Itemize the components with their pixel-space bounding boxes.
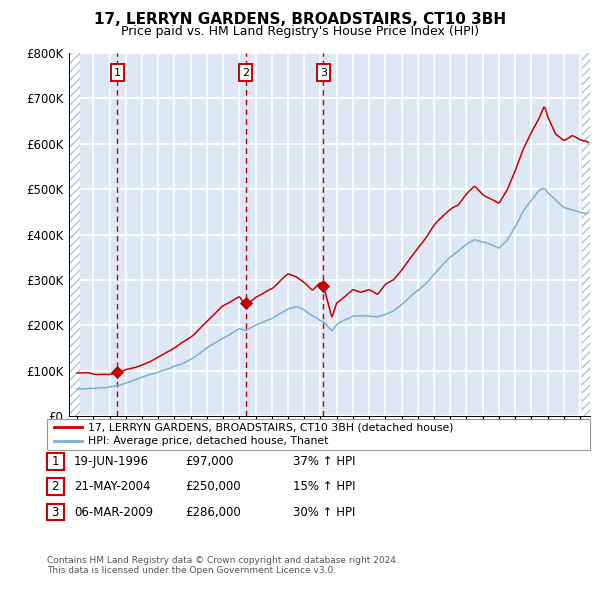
Text: 2: 2 (242, 68, 249, 78)
Bar (581, 53, 590, 416)
Text: Contains HM Land Registry data © Crown copyright and database right 2024.
This d: Contains HM Land Registry data © Crown c… (47, 556, 398, 575)
Text: 3: 3 (320, 68, 327, 78)
Bar (69, 53, 80, 416)
Bar (69, 53, 80, 416)
Text: 21-MAY-2004: 21-MAY-2004 (74, 480, 151, 493)
Text: £250,000: £250,000 (185, 480, 241, 493)
Text: 1: 1 (52, 455, 59, 468)
Text: £97,000: £97,000 (185, 455, 233, 468)
Text: 30% ↑ HPI: 30% ↑ HPI (293, 506, 355, 519)
Text: 15% ↑ HPI: 15% ↑ HPI (293, 480, 355, 493)
Text: 19-JUN-1996: 19-JUN-1996 (74, 455, 149, 468)
Text: 17, LERRYN GARDENS, BROADSTAIRS, CT10 3BH (detached house): 17, LERRYN GARDENS, BROADSTAIRS, CT10 3B… (88, 422, 453, 432)
Text: £286,000: £286,000 (185, 506, 241, 519)
Text: 1: 1 (113, 68, 121, 78)
Text: HPI: Average price, detached house, Thanet: HPI: Average price, detached house, Than… (88, 436, 328, 446)
Text: 2: 2 (52, 480, 59, 493)
Text: 17, LERRYN GARDENS, BROADSTAIRS, CT10 3BH: 17, LERRYN GARDENS, BROADSTAIRS, CT10 3B… (94, 12, 506, 27)
Text: 06-MAR-2009: 06-MAR-2009 (74, 506, 153, 519)
Text: 3: 3 (52, 506, 59, 519)
Text: 37% ↑ HPI: 37% ↑ HPI (293, 455, 355, 468)
Text: Price paid vs. HM Land Registry's House Price Index (HPI): Price paid vs. HM Land Registry's House … (121, 25, 479, 38)
Bar (581, 53, 590, 416)
